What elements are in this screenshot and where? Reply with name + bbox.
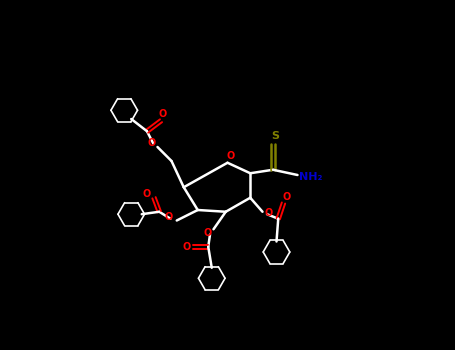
Text: O: O: [165, 212, 173, 222]
Text: O: O: [143, 189, 151, 198]
Text: O: O: [283, 192, 291, 202]
Text: O: O: [182, 242, 190, 252]
Text: O: O: [159, 110, 167, 119]
Text: O: O: [265, 209, 273, 218]
Text: S: S: [271, 131, 279, 141]
Text: O: O: [227, 151, 235, 161]
Text: O: O: [203, 228, 211, 238]
Text: O: O: [147, 138, 155, 148]
Text: NH₂: NH₂: [299, 172, 323, 182]
